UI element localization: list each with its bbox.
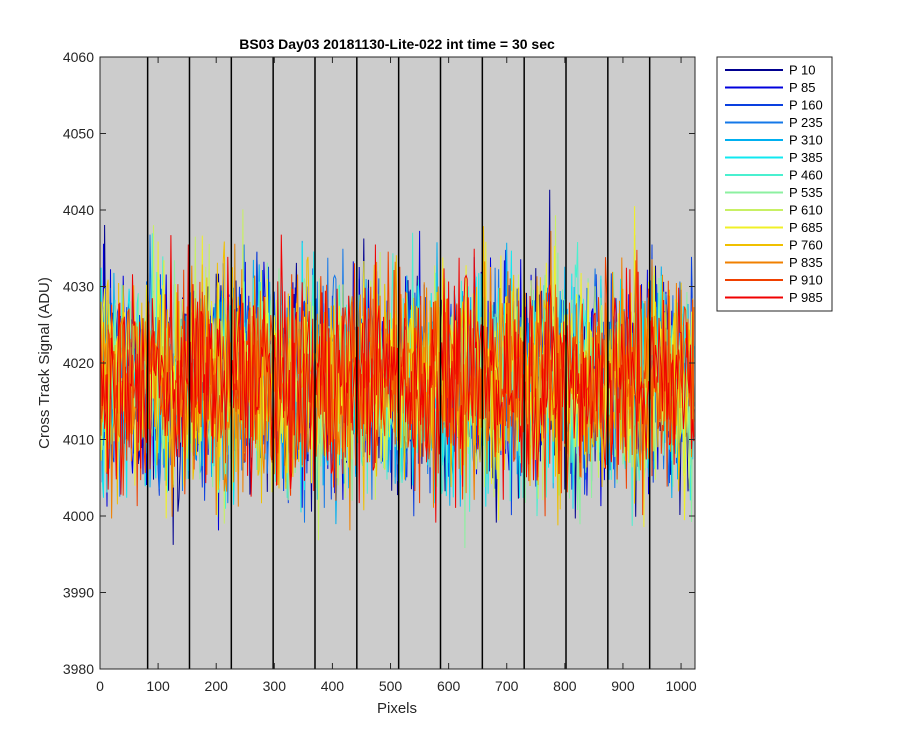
series-line-p-985 <box>99 234 695 523</box>
legend-label: P 235 <box>789 115 823 130</box>
x-tick-label: 1000 <box>665 678 696 694</box>
legend-label: P 760 <box>789 238 823 253</box>
x-tick-label: 500 <box>379 678 403 694</box>
x-tick-label: 400 <box>321 678 345 694</box>
legend-label: P 535 <box>789 185 823 200</box>
y-tick-label: 4050 <box>63 126 94 142</box>
y-axis-label: Cross Track Signal (ADU) <box>36 277 53 449</box>
legend-label: P 685 <box>789 220 823 235</box>
x-tick-label: 100 <box>146 678 170 694</box>
x-tick-label: 700 <box>495 678 519 694</box>
x-tick-label: 600 <box>437 678 461 694</box>
chart-title: BS03 Day03 20181130-Lite-022 int time = … <box>239 36 555 52</box>
legend-label: P 910 <box>789 273 823 288</box>
legend-label: P 835 <box>789 255 823 270</box>
x-tick-label: 800 <box>553 678 577 694</box>
legend: P 10 P 85 P 160 P 235 P 310 P 385 P 460 P 535 P … <box>716 56 833 312</box>
x-tick-label: 300 <box>263 678 287 694</box>
x-axis-label: Pixels <box>377 700 417 717</box>
y-tick-label: 4040 <box>63 202 94 218</box>
legend-label: P 160 <box>789 98 823 113</box>
y-tick-label: 4000 <box>63 508 94 524</box>
x-tick-label: 0 <box>96 678 104 694</box>
y-axis: 3980 3990 4000 4010 4020 4030 4040 4050 4060 <box>63 49 695 677</box>
legend-label: P 85 <box>789 80 816 95</box>
legend-label: P 985 <box>789 290 823 305</box>
y-tick-label: 4020 <box>63 355 94 371</box>
x-axis: 0 100 200 300 400 500 600 700 800 900 1000 <box>96 57 697 694</box>
legend-box <box>716 56 833 312</box>
series-layer <box>99 189 695 549</box>
legend-label: P 610 <box>789 203 823 218</box>
legend-label: P 310 <box>789 133 823 148</box>
x-tick-label: 200 <box>205 678 229 694</box>
series-line-p-910 <box>99 249 695 517</box>
legend-label: P 385 <box>789 150 823 165</box>
legend-label: P 10 <box>789 63 816 78</box>
legend-label: P 460 <box>789 168 823 183</box>
y-tick-label: 3990 <box>63 585 94 601</box>
y-tick-label: 3980 <box>63 661 94 677</box>
y-tick-label: 4010 <box>63 432 94 448</box>
y-tick-label: 4060 <box>63 49 94 65</box>
y-tick-label: 4030 <box>63 279 94 295</box>
vertical-markers <box>146 57 651 669</box>
x-tick-label: 900 <box>611 678 635 694</box>
